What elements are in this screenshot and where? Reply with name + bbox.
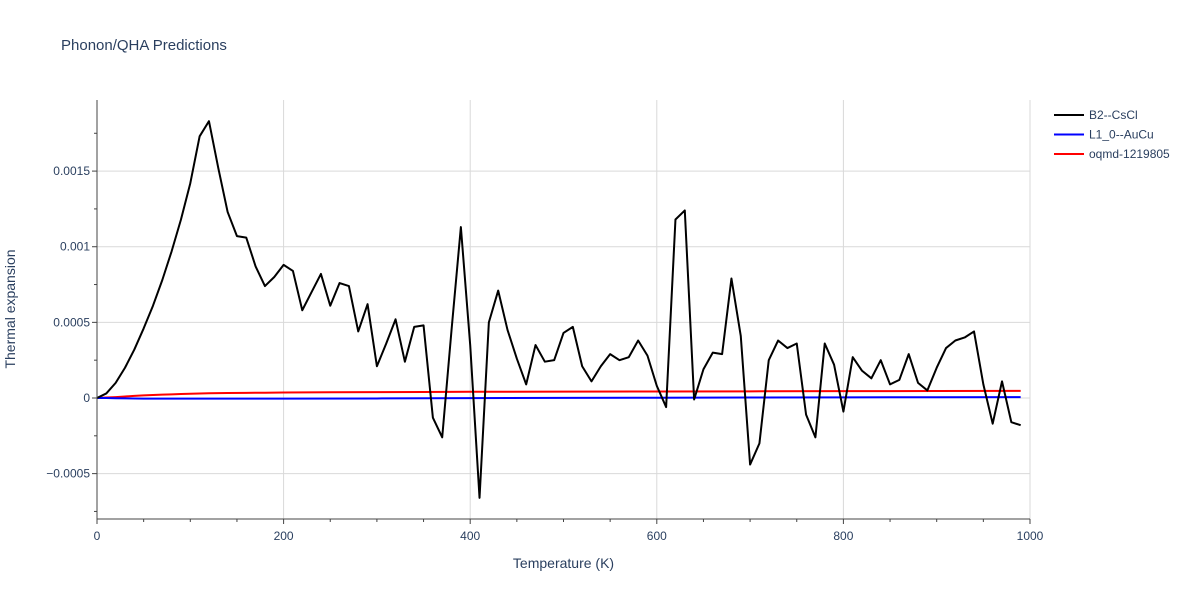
- y-tick-label: −0.0005: [46, 467, 90, 481]
- x-tick-label: 1000: [1017, 529, 1044, 543]
- legend[interactable]: B2--CsCl L1_0--AuCu oqmd-1219805: [1054, 108, 1170, 161]
- y-tick-label: 0.0005: [53, 315, 90, 329]
- chart-title: Phonon/QHA Predictions: [61, 37, 227, 54]
- axis-layer: 0 200 400 600 800 1000 −0.0005 0 0.0005 0.001 0.00…: [46, 100, 1044, 543]
- series-layer: [96, 120, 1021, 499]
- series-line-l1-0-aucu: [97, 396, 1021, 400]
- legend-label: B2--CsCl: [1089, 108, 1138, 122]
- series-line-oqmd-1219805: [96, 389, 1021, 399]
- y-tick-label: 0.0015: [53, 164, 90, 178]
- x-tick-label: 200: [274, 529, 294, 543]
- x-axis-title: Temperature (K): [513, 555, 614, 571]
- grid-layer: [97, 100, 1031, 519]
- y-tick-label: 0.001: [60, 240, 90, 254]
- legend-label: oqmd-1219805: [1089, 147, 1170, 161]
- x-tick-label: 0: [94, 529, 101, 543]
- x-tick-label: 800: [833, 529, 853, 543]
- series-line-b2-cscl: [96, 120, 1021, 499]
- legend-label: L1_0--AuCu: [1089, 128, 1154, 142]
- legend-item[interactable]: B2--CsCl: [1054, 108, 1138, 122]
- y-tick-label: 0: [83, 391, 90, 405]
- legend-item[interactable]: L1_0--AuCu: [1054, 128, 1154, 142]
- x-tick-label: 400: [460, 529, 480, 543]
- y-axis-title: Thermal expansion: [2, 249, 18, 368]
- x-tick-label: 600: [647, 529, 667, 543]
- legend-item[interactable]: oqmd-1219805: [1054, 147, 1170, 161]
